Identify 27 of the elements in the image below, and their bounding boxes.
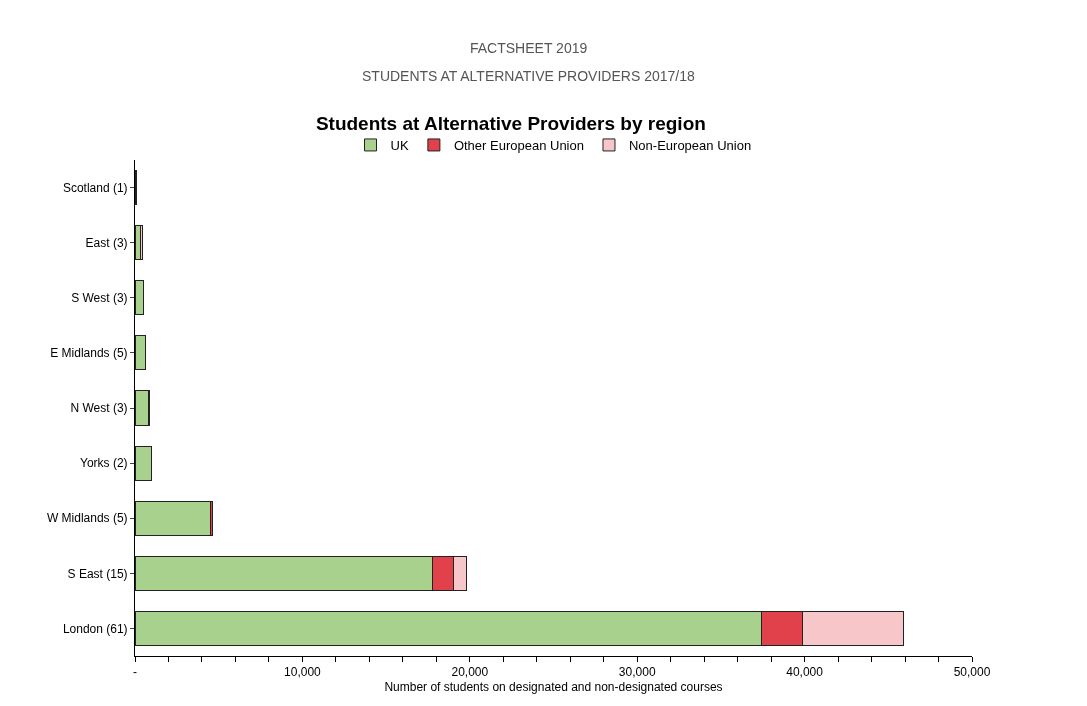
bar: [135, 445, 153, 481]
x-tick-label: 20,000: [451, 665, 489, 680]
bar: [135, 280, 144, 316]
legend-label: UK: [390, 138, 409, 154]
y-tick-label: London (61): [62, 621, 128, 636]
legend-label: Other European Union: [453, 138, 584, 154]
bar: [135, 500, 211, 536]
x-axis-title: Number of students on designated and non-designated courses: [384, 680, 723, 695]
legend-label: Non-European Union: [628, 138, 752, 154]
y-tick-label: W Midlands (5): [46, 511, 128, 526]
y-tick-label: East (3): [85, 235, 128, 250]
y-tick-label: Scotland (1): [62, 180, 128, 195]
y-tick-label: Yorks (2): [80, 456, 128, 471]
x-tick-label: 10,000: [284, 665, 322, 680]
text: FACTSHEET 2019: [470, 40, 588, 56]
y-tick-label: E Midlands (5): [50, 346, 128, 361]
x-tick-label: -: [133, 665, 137, 680]
y-tick-label: S West (3): [71, 290, 128, 305]
y-tick-label: N West (3): [70, 401, 128, 416]
x-tick-label: 30,000: [618, 665, 656, 680]
text: STUDENTS AT ALTERNATIVE PROVIDERS 2017/18: [362, 68, 695, 84]
bar: [135, 335, 146, 371]
y-tick-label: S East (15): [67, 566, 128, 581]
bar: [135, 390, 149, 426]
x-tick-label: 50,000: [953, 665, 991, 680]
chart-title: Students at Alternative Providers by region: [315, 112, 706, 134]
x-tick-label: 40,000: [786, 665, 824, 680]
